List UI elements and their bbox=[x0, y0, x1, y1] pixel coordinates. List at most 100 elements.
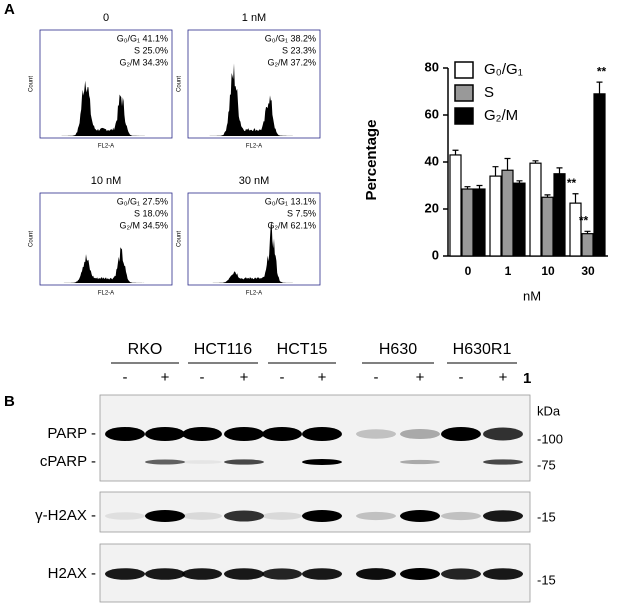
y-tick-label: 80 bbox=[425, 59, 439, 74]
row-label: cPARP - bbox=[40, 453, 96, 470]
band bbox=[182, 568, 222, 580]
band bbox=[441, 427, 481, 441]
histogram-stat: G₂/M 62.1% bbox=[267, 220, 316, 230]
histogram-stat: G₀/G₁ 38.2% bbox=[265, 33, 316, 43]
band bbox=[105, 568, 145, 580]
band bbox=[302, 510, 342, 522]
histogram-frame bbox=[39, 29, 173, 139]
histogram-frame bbox=[39, 192, 173, 286]
band bbox=[356, 429, 396, 439]
cell-line-label: HCT116 bbox=[194, 341, 252, 358]
treatment-sign: - bbox=[200, 369, 205, 386]
bar bbox=[513, 182, 526, 257]
error-bar bbox=[596, 81, 603, 94]
band bbox=[182, 512, 222, 520]
marker-label: -15 bbox=[537, 509, 556, 524]
histogram-y-label: Count bbox=[29, 76, 35, 92]
panel-label: A bbox=[4, 1, 15, 18]
significance-mark: ** bbox=[597, 64, 607, 78]
y-axis-label: Percentage bbox=[363, 120, 380, 201]
legend-label: G₀/G₁ bbox=[484, 61, 523, 78]
row-label: γ-H2AX - bbox=[35, 507, 96, 524]
histogram-y-label: Count bbox=[177, 231, 183, 247]
treatment-sign: + bbox=[161, 369, 170, 386]
band bbox=[262, 427, 302, 441]
error-bar bbox=[516, 180, 523, 184]
band bbox=[483, 459, 523, 465]
band bbox=[483, 427, 523, 441]
error-bar bbox=[584, 230, 591, 234]
legend-swatch bbox=[454, 107, 474, 125]
histogram-title: 30 nM bbox=[239, 175, 270, 187]
histogram-stat: G₂/M 34.3% bbox=[119, 57, 168, 67]
band bbox=[441, 511, 481, 521]
marker-label: -100 bbox=[537, 431, 563, 446]
treatment-sign: + bbox=[318, 369, 327, 386]
histogram-x-label: FL2-A bbox=[98, 144, 114, 150]
band bbox=[224, 510, 264, 522]
error-bar bbox=[572, 193, 579, 204]
histogram-stat: S 25.0% bbox=[134, 45, 168, 55]
bar bbox=[473, 188, 486, 257]
bar bbox=[553, 173, 566, 257]
row-label: H2AX - bbox=[48, 565, 96, 582]
bar bbox=[541, 196, 554, 257]
y-tick-label: 60 bbox=[425, 106, 439, 121]
cell-line-label: HCT15 bbox=[277, 341, 328, 358]
histogram-trace bbox=[190, 63, 318, 136]
legend-swatch bbox=[454, 61, 474, 79]
treatment-sign: - bbox=[459, 369, 464, 386]
band bbox=[105, 512, 145, 520]
treatment-sign: + bbox=[499, 369, 508, 386]
bar bbox=[593, 93, 606, 257]
histogram-title: 1 nM bbox=[242, 12, 266, 24]
error-bar bbox=[556, 167, 563, 174]
significance-mark: ** bbox=[567, 176, 577, 190]
band bbox=[483, 510, 523, 522]
treatment-sign: - bbox=[280, 369, 285, 386]
treatment-label: 1 bbox=[523, 370, 531, 387]
band bbox=[145, 427, 185, 441]
treatment-sign: + bbox=[240, 369, 249, 386]
band bbox=[483, 568, 523, 580]
treatment-sign: - bbox=[374, 369, 379, 386]
band bbox=[302, 459, 342, 465]
histogram-y-label: Count bbox=[29, 231, 35, 247]
histogram-stat: S 18.0% bbox=[134, 208, 168, 218]
error-bar bbox=[492, 166, 499, 177]
band bbox=[302, 568, 342, 580]
histogram-frame bbox=[187, 29, 321, 139]
band bbox=[182, 460, 222, 464]
band bbox=[262, 512, 302, 520]
bar bbox=[489, 175, 502, 257]
histogram-stat: G₀/G₁ 27.5% bbox=[117, 196, 168, 206]
histogram-title: 0 bbox=[103, 12, 109, 24]
marker-label: -75 bbox=[537, 457, 556, 472]
error-bar bbox=[504, 157, 511, 171]
legend-swatch bbox=[454, 84, 474, 102]
error-bar bbox=[544, 194, 551, 198]
legend-label: G₂/M bbox=[484, 107, 518, 124]
row-label: PARP - bbox=[47, 425, 96, 442]
histogram-stat: G₀/G₁ 13.1% bbox=[265, 196, 316, 206]
panel-label: B bbox=[4, 393, 15, 410]
bar bbox=[569, 202, 582, 257]
band bbox=[145, 510, 185, 522]
marker-label: -15 bbox=[537, 572, 556, 587]
bar bbox=[449, 154, 462, 257]
treatment-sign: - bbox=[123, 369, 128, 386]
histogram-stat: G₂/M 34.5% bbox=[119, 220, 168, 230]
histogram-x-label: FL2-A bbox=[246, 144, 262, 150]
bar bbox=[581, 233, 594, 257]
band bbox=[145, 568, 185, 580]
band bbox=[356, 511, 396, 521]
histogram-title: 10 nM bbox=[91, 175, 122, 187]
y-tick-label: 20 bbox=[425, 200, 439, 215]
band bbox=[400, 459, 440, 465]
y-tick-label: 40 bbox=[425, 153, 439, 168]
band bbox=[105, 427, 145, 441]
marker-label: kDa bbox=[537, 403, 561, 418]
x-tick-label: 0 bbox=[465, 264, 472, 278]
histogram-trace bbox=[42, 80, 170, 136]
